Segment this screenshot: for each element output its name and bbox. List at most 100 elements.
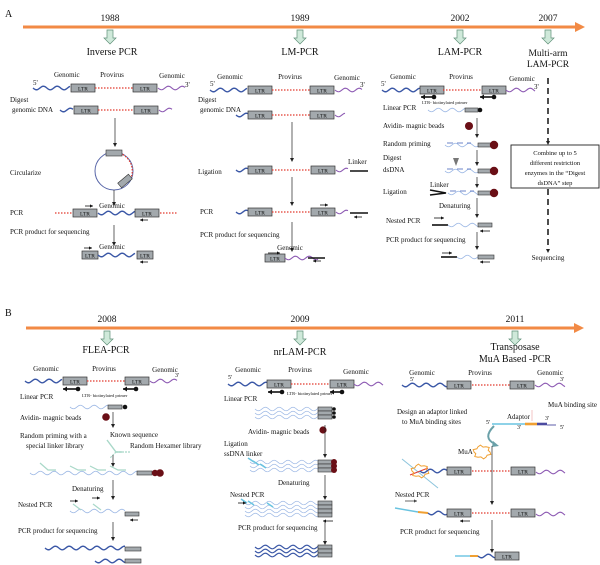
ltr-fragment [317,544,333,550]
genomic-dna-strand [24,378,63,384]
genomic-dna-strand [59,107,74,113]
ltr-label: LTR [517,384,527,390]
genomic-dna-strand [69,404,109,410]
ltr-box [310,207,336,217]
label: Circularize [10,169,41,177]
label: Genomic [33,365,59,373]
genomic-dna-strand [427,107,466,113]
flow-arrowhead [111,537,115,541]
ltr-box [509,380,535,390]
ltr-fragment [477,222,493,228]
ltr-label: LTR [141,109,151,115]
ltr-fragment [317,463,333,469]
ltr-box [134,208,160,218]
label: genomic DNA [200,106,241,114]
year-label: 2002 [451,14,470,24]
label: Provirus [278,73,302,81]
biotin-dot [332,411,336,415]
method-title: nrLAM-PCR [274,347,327,358]
genomic-dna-strand [235,209,249,215]
primer-arrowhead [421,94,425,100]
ltr-label: LTR [502,555,512,561]
primer-arrowhead [480,260,483,264]
label: special linker library [26,442,84,450]
label: Denaturing [278,479,310,487]
label: Digest [198,96,216,104]
year-label: 2007 [539,14,558,24]
ltr-box [446,380,472,390]
genomic-dna-strand [254,406,319,412]
ltr-label: LTR [318,211,328,217]
label: to MuA binding sites [402,418,461,426]
genomic-dna-strand [29,470,138,476]
ltr-box [133,105,159,115]
ltr-label: LTR [140,254,150,260]
ltr-label: LTR [85,254,95,260]
primer-arrowhead [89,246,92,250]
genomic-dna-strand [32,85,71,91]
ltr-label: LTR [427,89,437,95]
label: 5' [381,80,386,88]
ltr-box [72,208,98,218]
linker-primer [89,465,106,471]
year-label: 2008 [98,315,117,325]
label: Digest [10,96,28,104]
note-text: dsDNA” step [538,180,573,187]
primer-arrowhead [130,518,133,522]
ssdna-linker [252,460,260,466]
year-label: 2009 [291,315,310,325]
label: Linker [348,158,367,166]
label: Genomic [537,369,563,377]
genomic-dna-strand [149,378,178,384]
flow-arrowhead [490,549,494,553]
ltr-fragment [317,548,333,554]
magnetic-bead [465,122,473,130]
label: LTR- biotinylated primer [287,391,333,396]
genomic-dna-strand [444,142,479,148]
timeline-down-arrow [508,330,522,346]
magnetic-bead [489,188,499,198]
genomic-dna-strand [427,510,448,516]
genomic-dna-strand [249,467,319,473]
label: Digest [383,154,401,162]
genomic-dna-strand [94,558,126,564]
primer-arrowhead [268,389,272,395]
label: Genomic [343,368,369,376]
magnetic-bead [331,467,337,473]
timeline-down-arrow [453,29,467,45]
linker-primer [69,465,86,471]
ltr-fragment [124,511,140,517]
primer-arrowhead [330,389,334,395]
biotin-dot [75,386,81,392]
ltr-box [310,165,336,175]
biotin-dot [133,386,139,392]
ltr-box [446,508,472,518]
timeline-down-arrow [103,29,117,45]
method-title: LAM-PCR [438,47,483,58]
flow-arrowhead [475,246,479,250]
ssdna-linker [240,498,248,504]
ltr-label: LTR [140,87,150,93]
primer-arrowhead [354,215,357,219]
flow-arrowhead [490,501,494,505]
label: PCR product for sequencing [386,236,466,244]
label: Genomic [217,73,243,81]
ltr-label: LTR [78,87,88,93]
ltr-label: LTR [81,109,91,115]
biotin-dot [491,94,497,100]
primer-arrowhead [243,501,246,505]
ltr-fragment [477,254,495,260]
label: Genomic [509,75,535,83]
genomic-dna-strand [254,410,319,416]
label: dsDNA [383,166,404,174]
label: Genomic [54,71,80,79]
label: Avidin- magnic beads [248,428,310,436]
timeline-down-arrow [541,29,555,45]
ltr-fragment [317,504,333,510]
primer-arrowhead [480,229,483,233]
ltr-box [510,466,536,476]
label: Genomic [409,369,435,377]
ltr-label: LTR [255,211,265,217]
primer-arrowhead [460,519,463,523]
